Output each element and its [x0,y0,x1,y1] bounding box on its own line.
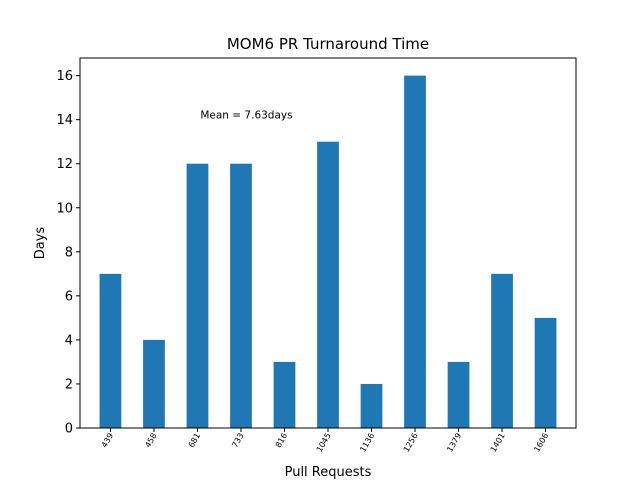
bar-1256 [404,75,426,429]
mean-annotation: Mean = 7.63days [200,110,292,122]
y-tick-label: 0 [65,422,73,437]
bar-458 [143,339,165,428]
y-tick-label: 16 [56,69,73,84]
bar-1045 [317,141,339,428]
y-tick-label: 8 [65,245,73,260]
bar-1606 [534,317,557,428]
bar-1136 [360,383,383,428]
bar-681 [186,163,209,428]
chart-title: MOM6 PR Turnaround Time [227,35,429,53]
bar-1401 [491,273,513,428]
y-tick-label: 12 [56,157,73,172]
y-tick-label: 2 [65,377,73,392]
plot-frame [79,57,577,429]
bar-1379 [447,361,470,428]
y-tick-label: 14 [56,113,73,128]
bar-439 [99,273,122,428]
y-axis-label: Days [33,227,48,260]
bar-733 [230,163,252,428]
x-axis-label: Pull Requests [285,465,372,480]
y-tick-label: 4 [65,333,73,348]
bars-group [99,75,557,429]
y-tick-label: 6 [65,289,73,304]
y-axis-ticks: 0 2 4 6 8 10 12 14 16 [56,69,80,437]
bar-816 [273,361,296,428]
y-tick-label: 10 [56,201,73,216]
